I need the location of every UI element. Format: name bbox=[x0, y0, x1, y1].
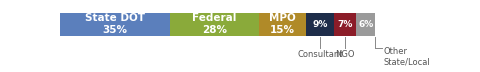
Bar bbox=[306, 13, 334, 36]
Text: 6%: 6% bbox=[358, 20, 373, 29]
Text: Consultant: Consultant bbox=[297, 50, 343, 59]
Bar bbox=[170, 13, 259, 36]
Text: 7%: 7% bbox=[337, 20, 353, 29]
Bar bbox=[334, 13, 356, 36]
Bar bbox=[259, 13, 306, 36]
Text: NGO: NGO bbox=[336, 50, 355, 59]
Text: 9%: 9% bbox=[312, 20, 328, 29]
Text: Other
State/Local: Other State/Local bbox=[383, 47, 430, 66]
Text: State DOT
35%: State DOT 35% bbox=[85, 13, 145, 35]
Bar bbox=[356, 13, 375, 36]
Text: Federal
28%: Federal 28% bbox=[192, 13, 237, 35]
Text: MPO
15%: MPO 15% bbox=[269, 13, 296, 35]
Bar bbox=[60, 13, 170, 36]
